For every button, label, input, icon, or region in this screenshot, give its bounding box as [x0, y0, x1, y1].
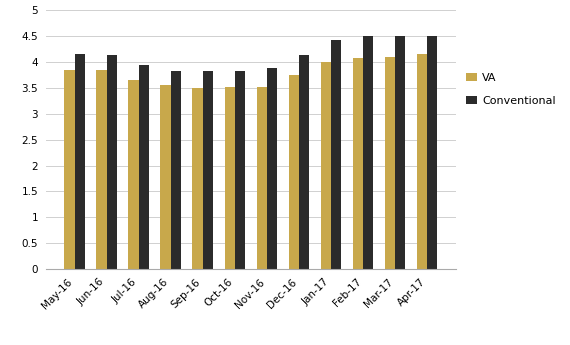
Bar	[385, 57, 395, 269]
Bar	[427, 36, 437, 269]
Bar	[203, 71, 213, 269]
Bar	[225, 87, 235, 269]
Bar	[160, 86, 170, 269]
Legend: VA, Conventional: VA, Conventional	[466, 73, 556, 106]
Bar	[139, 65, 149, 269]
Bar	[299, 55, 309, 269]
Bar	[256, 87, 267, 269]
Bar	[363, 36, 373, 269]
Bar	[128, 80, 139, 269]
Bar	[107, 55, 117, 269]
Bar	[395, 36, 405, 269]
Bar	[96, 70, 107, 269]
Bar	[353, 58, 363, 269]
Bar	[64, 70, 75, 269]
Bar	[331, 40, 341, 269]
Bar	[288, 75, 299, 269]
Bar	[235, 71, 245, 269]
Bar	[170, 71, 181, 269]
Bar	[75, 54, 85, 269]
Bar	[267, 68, 277, 269]
Bar	[321, 62, 331, 269]
Bar	[193, 88, 203, 269]
Bar	[417, 54, 427, 269]
